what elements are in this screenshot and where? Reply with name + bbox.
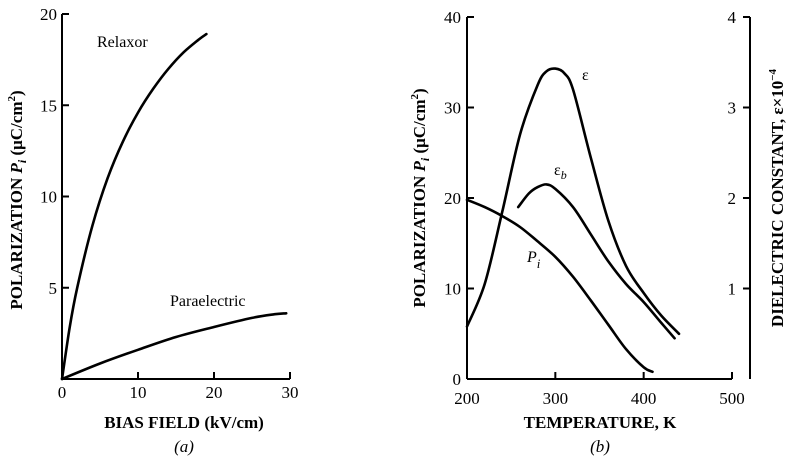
panel-b: 0 10 20 30 40 1 2 3 4 200 300 400 500 TEMPERATURE, K (… — [409, 8, 787, 456]
series-line-epsilon-b — [516, 183, 676, 340]
y-tick-label-b: 10 — [444, 280, 461, 299]
series-line-paraelectric — [60, 312, 288, 381]
panel-a: 5 10 15 20 0 10 20 30 BIAS FIELD (kV/cm) (a) POLAR… — [6, 5, 299, 456]
x-tick-label-b: 400 — [631, 389, 657, 408]
x-tick-label-a: 10 — [130, 383, 147, 402]
y-right-tick-label-b: 2 — [728, 189, 737, 208]
y-tick-label-a: 10 — [40, 188, 57, 207]
y-tick-label-a: 15 — [40, 96, 57, 115]
y-axis-label-b: POLARIZATION Pi (μC/cm2) — [409, 88, 432, 307]
y-tick-label-a: 20 — [40, 5, 57, 24]
series-line-pi — [465, 198, 654, 374]
series-line-epsilon — [465, 67, 681, 336]
panel-label-b: (b) — [590, 437, 610, 456]
y-right-tick-label-b: 3 — [728, 99, 737, 118]
series-label-paraelectric: Paraelectric — [170, 293, 246, 310]
y-tick-label-a: 5 — [49, 279, 58, 298]
y-tick-label-b: 30 — [444, 99, 461, 118]
x-tick-label-a: 0 — [58, 383, 67, 402]
series-label-epsilon-b: εb — [554, 162, 567, 182]
y-right-tick-label-b: 1 — [728, 280, 737, 299]
y-tick-label-b: 40 — [444, 8, 461, 27]
x-axis-label-b: TEMPERATURE, K — [524, 413, 677, 432]
series-label-epsilon: ε — [582, 67, 589, 84]
series-label-pi: Pi — [526, 249, 541, 271]
y-tick-label-b: 0 — [453, 370, 462, 389]
y-tick-label-b: 20 — [444, 189, 461, 208]
y-axis-label-a: POLARIZATION Pi (μC/cm2) — [6, 90, 29, 309]
series-label-relaxor: Relaxor — [97, 34, 148, 51]
x-tick-label-b: 300 — [543, 389, 569, 408]
x-tick-label-a: 20 — [206, 383, 223, 402]
x-axis-label-a: BIAS FIELD (kV/cm) — [104, 413, 264, 432]
y-axis-label-right-b: DIELECTRIC CONSTANT, ε×10−4 — [767, 68, 787, 327]
series-line-relaxor — [60, 32, 208, 381]
panel-label-a: (a) — [174, 437, 194, 456]
y-right-tick-label-b: 4 — [728, 8, 737, 27]
x-tick-label-b: 500 — [719, 389, 745, 408]
x-tick-label-a: 30 — [282, 383, 299, 402]
x-tick-label-b: 200 — [454, 389, 480, 408]
